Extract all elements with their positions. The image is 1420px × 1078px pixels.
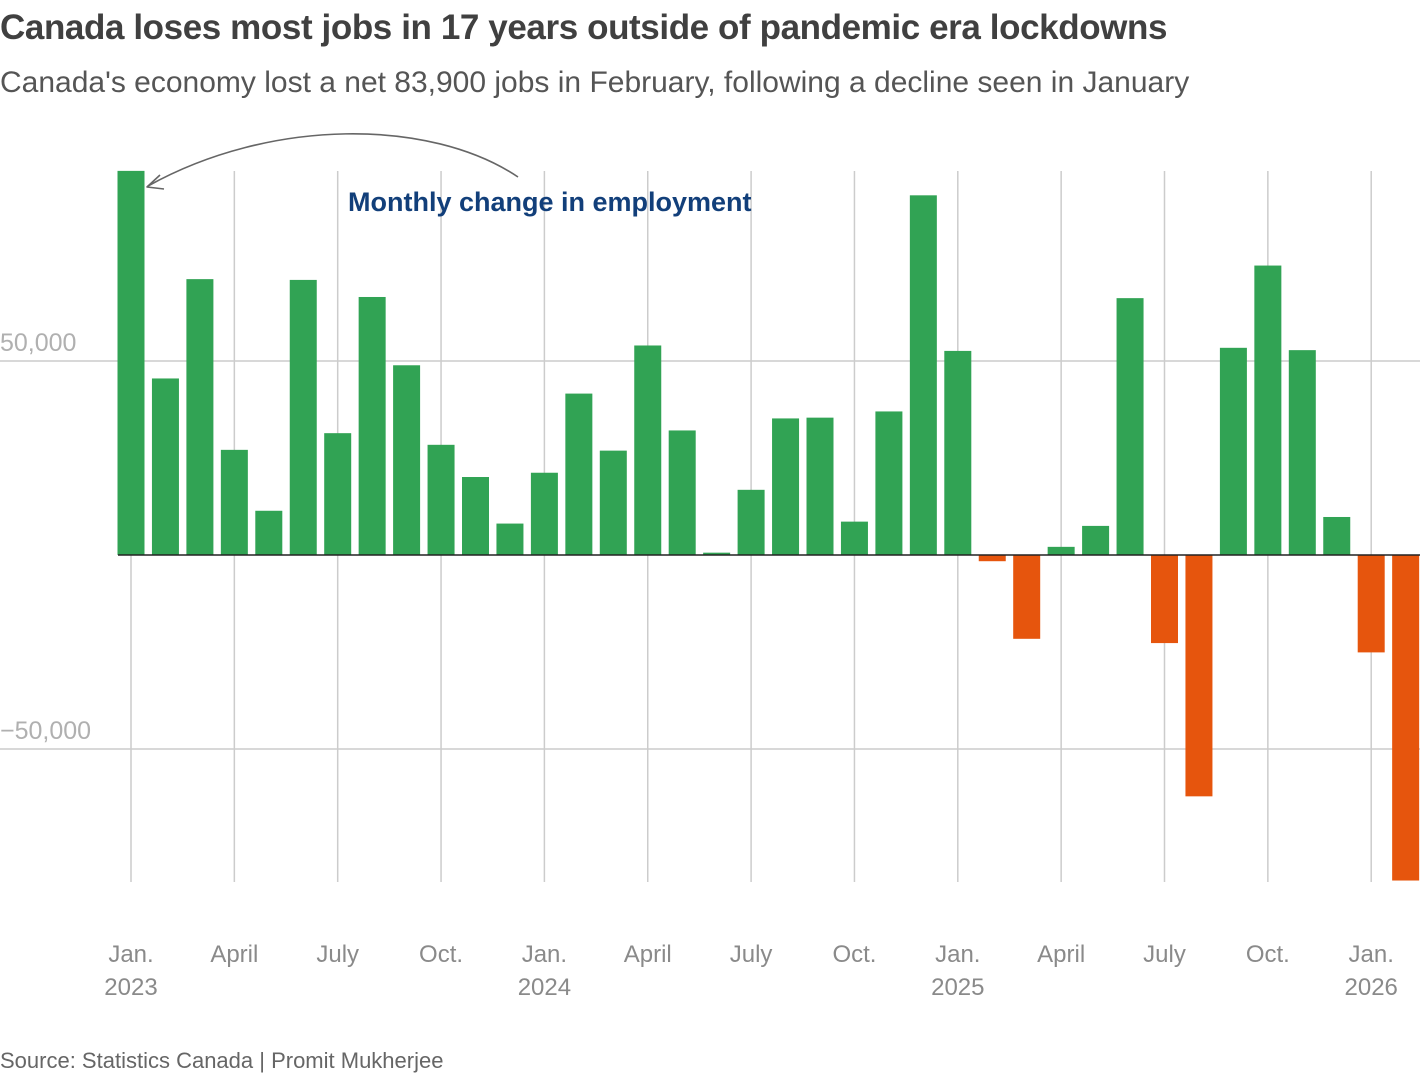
bar-jan-2024 <box>530 472 558 555</box>
x-tick-year-label: 2026 <box>1345 974 1398 1001</box>
x-tick-label: Oct. <box>1246 941 1290 968</box>
x-tick-label: Jan. <box>522 941 567 968</box>
bar-aug-2023 <box>358 296 386 555</box>
bar-apr-2024 <box>634 345 662 555</box>
bar-nov-2024 <box>875 411 903 555</box>
annotation-label: Monthly change in employment <box>348 187 752 217</box>
x-tick-label: Oct. <box>832 941 876 968</box>
annotation-arrow-curve <box>147 133 519 187</box>
bar-oct-2025 <box>1254 265 1282 555</box>
x-tick-label: April <box>624 941 672 968</box>
bar-feb-2026 <box>1392 555 1420 881</box>
x-tick-label: July <box>1143 941 1186 968</box>
bar-jan-2026 <box>1357 555 1385 653</box>
bar-apr-2023 <box>220 449 248 555</box>
bars <box>117 170 1420 881</box>
bar-may-2023 <box>255 510 283 555</box>
x-tick-label: July <box>316 941 359 968</box>
x-tick-label: July <box>730 941 773 968</box>
source-note: Source: Statistics Canada | Promit Mukhe… <box>0 1048 444 1073</box>
bar-jun-2025 <box>1116 298 1144 555</box>
bar-jul-2023 <box>324 433 352 555</box>
x-tick-year-label: 2025 <box>931 974 984 1001</box>
x-tick-label: Jan. <box>935 941 980 968</box>
annotation: Monthly change in employment <box>146 133 752 217</box>
bar-jan-2023 <box>117 170 145 555</box>
bar-sep-2024 <box>806 417 834 555</box>
bar-aug-2024 <box>772 418 800 555</box>
bar-jan-2025 <box>944 350 972 555</box>
bar-jun-2024 <box>703 552 731 555</box>
bar-feb-2024 <box>565 393 593 555</box>
bar-jun-2023 <box>289 279 317 555</box>
bar-sep-2025 <box>1219 347 1247 555</box>
chart-subtitle: Canada's economy lost a net 83,900 jobs … <box>0 66 1190 99</box>
bar-dec-2025 <box>1323 516 1351 555</box>
bar-mar-2023 <box>186 279 214 555</box>
bar-nov-2025 <box>1288 350 1316 555</box>
y-tick-label: 50,000 <box>0 329 76 357</box>
bar-may-2024 <box>668 430 696 555</box>
x-tick-label: Jan. <box>108 941 153 968</box>
x-tick-year-label: 2024 <box>518 974 571 1001</box>
bar-mar-2025 <box>1013 555 1041 639</box>
bar-chart: 50,000 −50,000 Jan. 2023 April July Oct. Jan. 2… <box>0 133 1420 1001</box>
annotation-arrow-head-icon <box>146 174 165 190</box>
y-tick-label: −50,000 <box>0 717 91 745</box>
bar-oct-2024 <box>840 521 868 555</box>
bar-sep-2023 <box>393 365 421 555</box>
bar-apr-2025 <box>1047 546 1075 555</box>
x-tick-label: Oct. <box>419 941 463 968</box>
bar-oct-2023 <box>427 444 455 555</box>
x-tick-year-label: 2023 <box>104 974 157 1001</box>
bar-may-2025 <box>1082 525 1110 555</box>
bar-jul-2025 <box>1151 555 1178 644</box>
x-tick-label: April <box>210 941 258 968</box>
x-tick-labels: Jan. 2023 April July Oct. Jan. 2024 April July Oc… <box>104 941 1398 1001</box>
bar-aug-2025 <box>1185 555 1213 797</box>
bar-nov-2023 <box>462 477 489 555</box>
x-tick-label: April <box>1037 941 1085 968</box>
bar-feb-2023 <box>151 378 179 555</box>
bar-jul-2024 <box>737 489 765 555</box>
bar-dec-2024 <box>909 195 937 555</box>
chart-title: Canada loses most jobs in 17 years outsi… <box>0 8 1168 47</box>
bar-feb-2025 <box>978 555 1006 562</box>
bar-mar-2024 <box>599 450 627 555</box>
y-tick-labels: 50,000 −50,000 <box>0 329 91 745</box>
x-tick-label: Jan. <box>1349 941 1394 968</box>
bar-dec-2023 <box>496 523 524 555</box>
